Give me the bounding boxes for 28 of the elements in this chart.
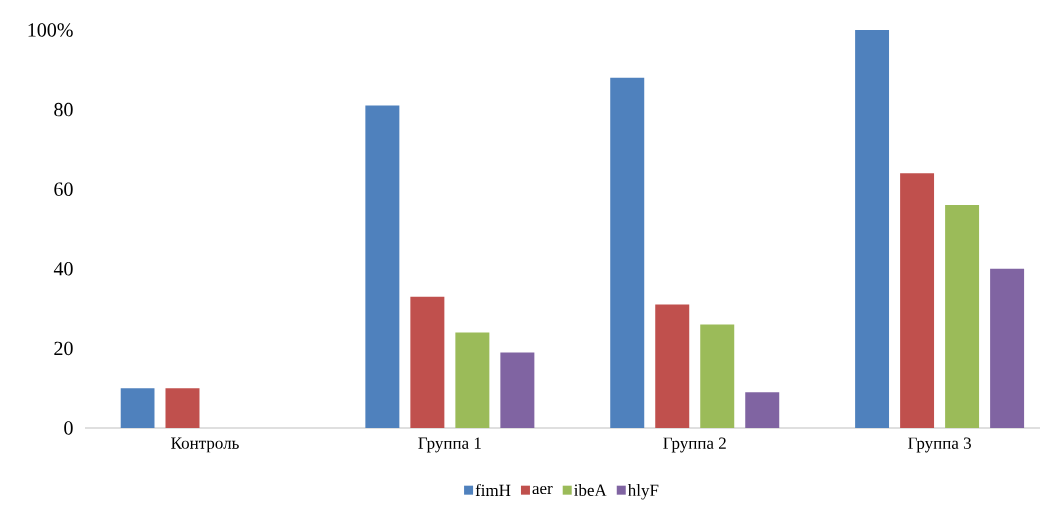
- bar: [410, 296, 445, 428]
- y-tick-label: 0: [64, 421, 73, 435]
- y-tick-label: 100%: [28, 23, 73, 37]
- bar: [700, 324, 735, 428]
- bar: [655, 304, 690, 428]
- x-tick-label: Группа 2: [663, 437, 726, 453]
- legend-label: aer: [532, 485, 553, 495]
- bar: [365, 105, 400, 428]
- y-tick-label: 80: [54, 102, 73, 117]
- y-tick-label: 20: [54, 341, 73, 356]
- bar: [120, 388, 155, 428]
- bar: [855, 29, 890, 428]
- bar: [900, 173, 935, 428]
- y-tick-label: 40: [53, 262, 73, 276]
- bar: [610, 77, 645, 428]
- bar: [500, 352, 535, 428]
- legend-label: fimH: [475, 483, 511, 496]
- bar: [745, 392, 780, 428]
- legend-label: ibeA: [574, 484, 607, 496]
- y-tick-label: 60: [54, 182, 73, 196]
- x-tick-label: Контроль: [171, 437, 239, 453]
- x-tick-label: Группа 3: [908, 437, 971, 453]
- bar: [165, 388, 200, 428]
- legend-label: hlyF: [627, 484, 659, 500]
- bar: [945, 205, 980, 428]
- x-tick-label: Группа 1: [418, 437, 481, 453]
- bar: [990, 268, 1025, 428]
- bar: [455, 332, 490, 428]
